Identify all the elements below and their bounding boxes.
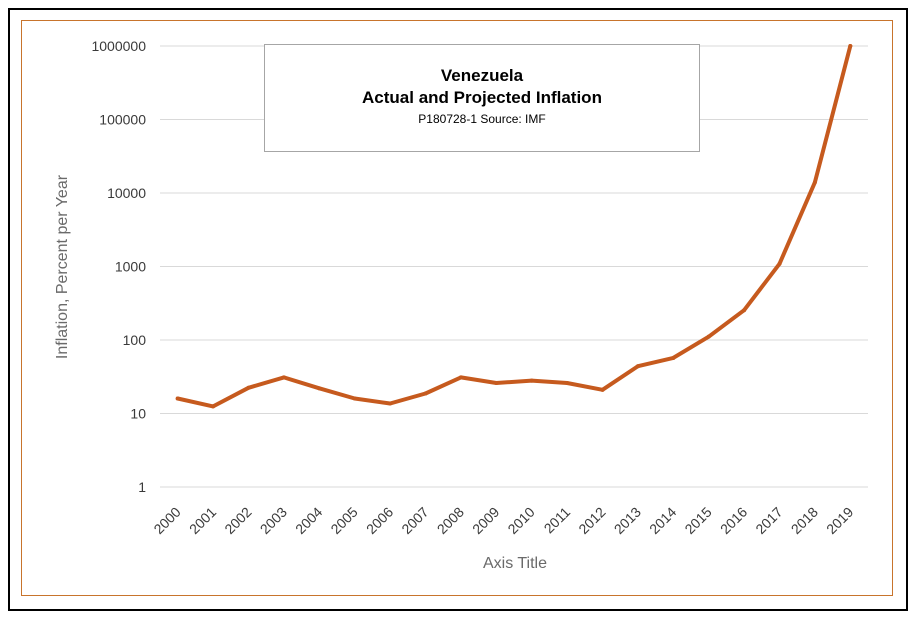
y-tick-label: 1000000 bbox=[91, 38, 146, 54]
y-tick-label: 10000 bbox=[107, 185, 146, 201]
data-point-2015 bbox=[706, 334, 711, 339]
x-tick-label: 2009 bbox=[469, 504, 502, 537]
data-point-2003 bbox=[281, 375, 286, 380]
data-point-2017 bbox=[777, 261, 782, 266]
y-tick-label: 1 bbox=[138, 479, 146, 495]
x-tick-label: 2018 bbox=[788, 504, 821, 537]
x-tick-label: 2003 bbox=[257, 504, 290, 537]
y-tick-label: 10 bbox=[130, 406, 146, 422]
x-tick-label: 2000 bbox=[150, 504, 183, 537]
chart-area-border bbox=[21, 20, 893, 596]
x-tick-label: 2012 bbox=[575, 504, 608, 537]
series-lines bbox=[175, 44, 853, 409]
y-tick-label: 100000 bbox=[99, 112, 146, 128]
x-tick-label: 2006 bbox=[363, 504, 396, 537]
x-tick-label: 2005 bbox=[327, 504, 360, 537]
x-tick-label: 2014 bbox=[646, 504, 679, 537]
data-point-2013 bbox=[635, 364, 640, 369]
data-point-2018 bbox=[812, 180, 817, 185]
x-tick-label: 2016 bbox=[717, 504, 750, 537]
y-tick-label: 1000 bbox=[115, 259, 146, 275]
chart-title-box: Venezuela Actual and Projected Inflation… bbox=[264, 44, 700, 152]
series-line-inflation bbox=[175, 44, 853, 409]
data-point-2019 bbox=[848, 44, 853, 48]
x-tick-label: 2008 bbox=[434, 504, 467, 537]
x-axis-tick-labels: 2000 2001 2002 2003 2004 2005 2006 2007 2008 2009… bbox=[150, 504, 856, 537]
y-tick-label: 100 bbox=[123, 332, 147, 348]
x-tick-label: 2004 bbox=[292, 504, 325, 537]
x-tick-label: 2019 bbox=[823, 504, 856, 537]
y-axis-tick-labels: 1 10 100 1000 10000 100000 1000000 bbox=[91, 38, 146, 495]
outer-border bbox=[8, 8, 908, 611]
chart-subtitle: Actual and Projected Inflation bbox=[362, 88, 602, 107]
data-point-2008 bbox=[458, 375, 463, 380]
x-tick-label: 2001 bbox=[186, 504, 219, 537]
data-point-2000 bbox=[175, 396, 180, 401]
x-tick-label: 2011 bbox=[541, 504, 574, 537]
x-axis-title: Axis Title bbox=[483, 555, 547, 572]
x-tick-label: 2017 bbox=[752, 504, 785, 537]
data-point-2009 bbox=[494, 380, 499, 385]
data-point-2005 bbox=[352, 396, 357, 401]
data-point-2007 bbox=[423, 391, 428, 396]
data-point-2011 bbox=[565, 380, 570, 385]
x-tick-label: 2015 bbox=[681, 504, 714, 537]
data-point-2001 bbox=[211, 404, 216, 409]
data-point-2014 bbox=[671, 355, 676, 360]
chart-source: P180728-1 Source: IMF bbox=[418, 112, 546, 126]
chart-title: Venezuela bbox=[440, 66, 524, 85]
x-tick-label: 2010 bbox=[504, 504, 537, 537]
data-point-2002 bbox=[246, 385, 251, 390]
data-point-2010 bbox=[529, 378, 534, 383]
data-point-2016 bbox=[742, 308, 747, 313]
y-axis-title: Inflation, Percent per Year bbox=[54, 174, 71, 359]
x-tick-label: 2002 bbox=[221, 504, 254, 537]
data-point-2012 bbox=[600, 387, 605, 392]
x-tick-label: 2007 bbox=[398, 504, 431, 537]
data-point-2004 bbox=[317, 386, 322, 391]
data-point-2006 bbox=[388, 401, 393, 406]
x-tick-label: 2013 bbox=[611, 504, 644, 537]
